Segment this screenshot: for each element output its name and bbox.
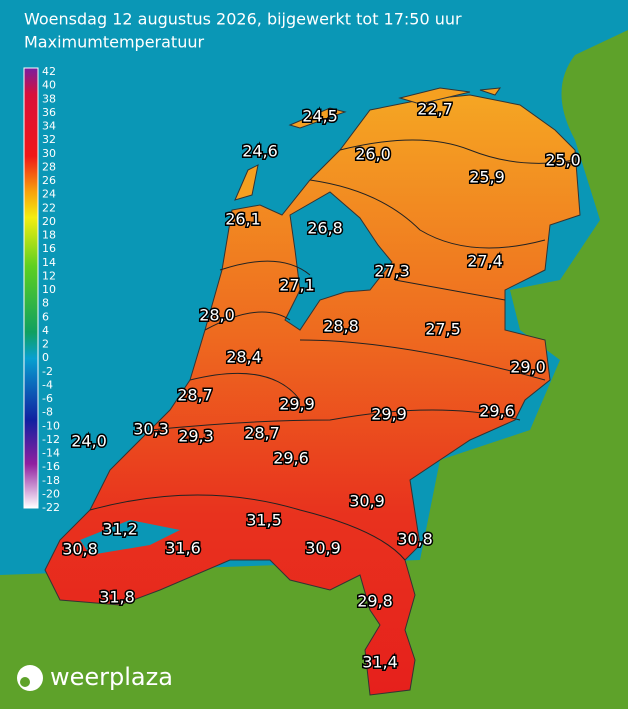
legend-label: 30	[42, 147, 56, 160]
station-temperature: 22,7	[417, 100, 453, 119]
legend-label: 18	[42, 229, 56, 242]
station-temperature: 26,8	[307, 219, 343, 238]
legend-label: -20	[42, 487, 60, 500]
station-temperature: 27,1	[279, 276, 315, 295]
legend-label: 22	[42, 201, 56, 214]
station-temperature: 27,5	[425, 320, 461, 339]
legend-bar	[23, 67, 39, 509]
legend-label: -14	[42, 447, 60, 460]
logo-icon	[17, 665, 43, 691]
station-temperature: 25,9	[469, 168, 505, 187]
legend-label: 40	[42, 79, 56, 92]
legend-label: 26	[42, 174, 56, 187]
station-temperature: 24,6	[242, 142, 278, 161]
legend-label: -4	[42, 378, 53, 391]
legend-label: 28	[42, 160, 56, 173]
estuary	[80, 520, 180, 555]
legend-label: 6	[42, 310, 49, 323]
station-temperature: 31,5	[246, 511, 282, 530]
legend-label: -8	[42, 406, 53, 419]
legend-label: 12	[42, 269, 56, 282]
legend-label: 16	[42, 242, 56, 255]
station-temperature: 29,8	[357, 592, 393, 611]
station-temperature: 25,0	[545, 151, 581, 170]
legend-label: 10	[42, 283, 56, 296]
legend-label: 24	[42, 188, 56, 201]
station-temperature: 24,5	[302, 107, 338, 126]
station-temperature: 24,0	[71, 432, 107, 451]
neighbour-land	[0, 30, 628, 709]
station-temperature: 28,7	[177, 386, 213, 405]
legend-label: 32	[42, 133, 56, 146]
station-temperature: 31,8	[99, 588, 135, 607]
legend-label: -16	[42, 460, 60, 473]
station-temperature: 30,8	[62, 540, 98, 559]
country	[44, 94, 581, 696]
subtitle: Maximumtemperatuur	[24, 33, 204, 52]
station-temperature: 27,3	[374, 262, 410, 281]
legend-label: 0	[42, 351, 49, 364]
station-temperature: 26,1	[225, 210, 261, 229]
legend-label: 2	[42, 338, 49, 351]
legend-label: 34	[42, 120, 56, 133]
station-temperature: 31,2	[102, 520, 138, 539]
station-temperature: 28,8	[323, 317, 359, 336]
station-temperature: 28,0	[199, 306, 235, 325]
legend-label: -12	[42, 433, 60, 446]
station-temperature: 30,9	[305, 539, 341, 558]
legend-label: 20	[42, 215, 56, 228]
station-temperature: 29,9	[279, 395, 315, 414]
station-temperature: 29,6	[479, 402, 515, 421]
station-temperature: 30,3	[133, 420, 169, 439]
legend-label: 42	[42, 65, 56, 78]
legend-label: -10	[42, 419, 60, 432]
legend-label: -2	[42, 365, 53, 378]
station-temperature: 31,4	[362, 653, 398, 672]
station-temperature: 30,9	[349, 492, 385, 511]
legend-label: 38	[42, 92, 56, 105]
station-temperature: 28,4	[226, 348, 262, 367]
station-temperature: 27,4	[467, 252, 503, 271]
islands	[234, 87, 502, 201]
station-temperature: 26,0	[355, 145, 391, 164]
legend-label: 8	[42, 297, 49, 310]
lake	[284, 191, 393, 331]
title: Woensdag 12 augustus 2026, bijgewerkt to…	[24, 10, 462, 29]
legend-label: 36	[42, 106, 56, 119]
legend-label: 14	[42, 256, 56, 269]
legend-label: 4	[42, 324, 49, 337]
station-temperature: 29,9	[371, 405, 407, 424]
isotherms	[89, 139, 576, 561]
legend-label: -18	[42, 474, 60, 487]
legend-label: -6	[42, 392, 53, 405]
logo: weerplaza	[50, 663, 173, 691]
station-temperature: 29,0	[510, 358, 546, 377]
legend-label: -22	[42, 501, 60, 514]
station-temperature: 29,3	[178, 427, 214, 446]
station-temperature: 28,7	[244, 424, 280, 443]
station-temperature: 31,6	[165, 539, 201, 558]
station-temperature: 30,8	[397, 530, 433, 549]
station-temperature: 29,6	[273, 449, 309, 468]
logo-icon-dot	[20, 677, 30, 687]
